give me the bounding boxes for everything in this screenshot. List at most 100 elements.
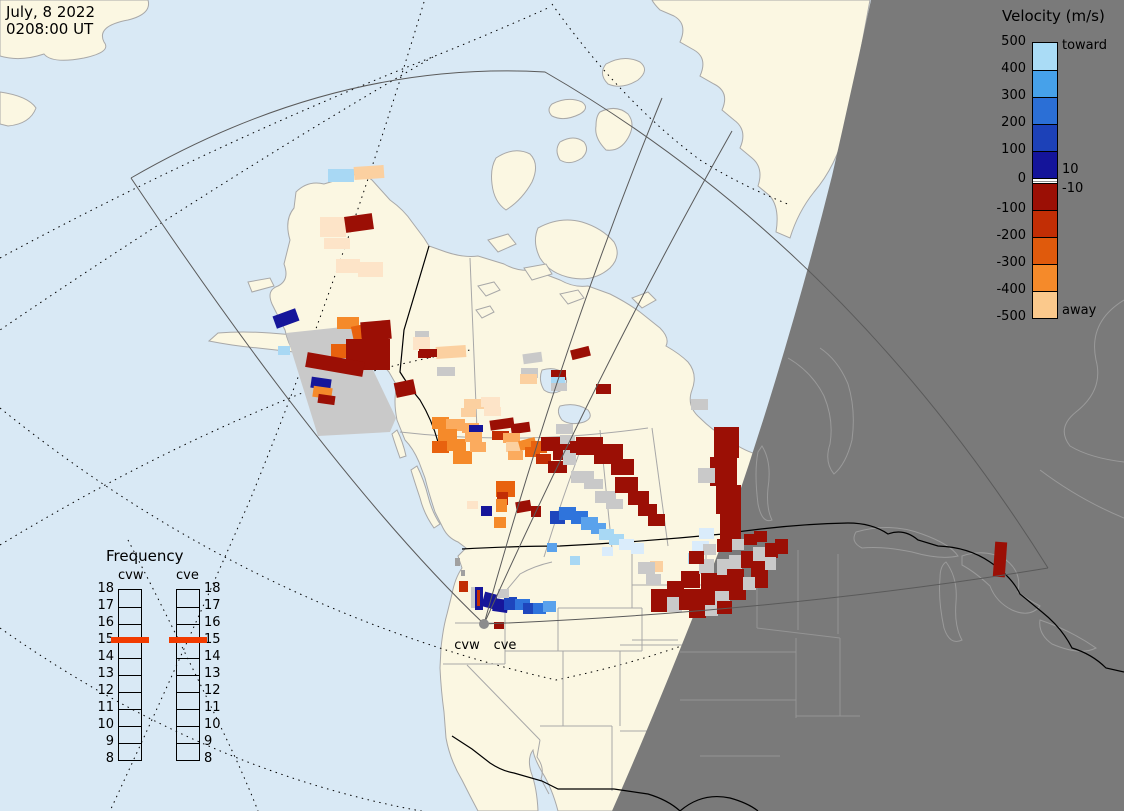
urban-marks	[455, 558, 465, 576]
velocity-cell	[667, 597, 682, 612]
velocity-cell	[699, 528, 714, 539]
velocity-cell	[703, 544, 716, 555]
frequency-bar-segment	[177, 675, 199, 692]
velocity-cell	[551, 377, 565, 386]
velocity-tick-label: -500	[996, 309, 1026, 324]
velocity-colorbar-segment	[1033, 97, 1057, 124]
frequency-column-label-cve: cve	[176, 568, 199, 583]
velocity-cell	[435, 344, 467, 360]
fov-left-edge	[130, 177, 485, 625]
frequency-bar-segment	[119, 692, 141, 709]
velocity-cell	[533, 603, 546, 614]
velocity-cell	[648, 514, 665, 526]
velocity-cell	[681, 571, 700, 588]
velocity-cell	[469, 425, 483, 432]
frequency-column-label-cvw: cvw	[118, 568, 144, 583]
velocity-cell	[731, 539, 744, 550]
toward-label: toward	[1062, 38, 1108, 53]
velocity-cell	[547, 543, 557, 552]
velocity-cell	[470, 442, 486, 452]
velocity-cell	[508, 451, 523, 460]
island-small-1	[487, 233, 517, 253]
velocity-tick-label: -200	[996, 228, 1026, 243]
velocity-cell	[536, 454, 551, 464]
velocity-cell	[504, 597, 517, 610]
frequency-bar-segment	[177, 692, 199, 709]
velocity-cell	[467, 501, 478, 509]
velocity-cell	[353, 164, 385, 181]
threshold-plus10-label: 10	[1062, 162, 1079, 177]
velocity-tick-label: 500	[1001, 34, 1026, 49]
velocity-cell	[992, 541, 1008, 578]
frequency-marker-cve	[169, 637, 207, 643]
frequency-bar-segment	[177, 658, 199, 675]
velocity-cell	[744, 534, 757, 545]
radar-label-cvw: cvw	[454, 638, 480, 653]
velocity-cell	[510, 421, 531, 435]
away-label: away	[1062, 303, 1097, 318]
velocity-colorbar	[1032, 42, 1058, 319]
velocity-tick-label: -100	[996, 201, 1026, 216]
velocity-colorbar-segment	[1033, 183, 1057, 210]
frequency-tick-label: 8	[204, 751, 213, 766]
velocity-cell	[651, 589, 670, 612]
frequency-tick-label: 14	[97, 649, 114, 664]
velocity-cell	[393, 379, 417, 398]
frequency-bar-segment	[177, 641, 199, 658]
velocity-cell	[689, 551, 704, 564]
frequency-bar-segment	[177, 607, 199, 624]
island-st-lawrence	[247, 277, 275, 293]
frequency-tick-label: 11	[204, 700, 221, 715]
night-shadow	[612, 0, 1124, 811]
velocity-cell	[453, 451, 472, 464]
island-haida-gwaii	[391, 429, 407, 459]
velocity-cell	[729, 555, 742, 570]
velocity-cell	[465, 432, 482, 442]
velocity-tick-label: 200	[1001, 115, 1026, 130]
velocity-cell	[324, 238, 350, 249]
landmass-chukotka-south	[0, 91, 37, 127]
velocity-cell	[447, 439, 466, 451]
velocity-cell	[765, 543, 778, 558]
velocity-cell	[523, 603, 536, 614]
velocity-cell	[336, 259, 360, 273]
velocity-cell	[720, 513, 741, 540]
frequency-tick-label: 18	[204, 581, 221, 596]
frequency-tick-label: 13	[204, 666, 221, 681]
island-small-2	[523, 263, 553, 281]
date-text: July, 8 2022	[6, 3, 95, 21]
velocity-cell	[494, 517, 506, 528]
landmass-baffin	[651, 0, 871, 239]
velocity-cell	[317, 393, 336, 406]
velocity-tick-label: -300	[996, 255, 1026, 270]
island-small-6	[475, 305, 495, 319]
velocity-cell	[305, 352, 365, 377]
island-small-3	[477, 281, 501, 297]
velocity-cell	[638, 562, 655, 574]
velocity-cell	[691, 399, 708, 410]
velocity-tick-label: 400	[1001, 61, 1026, 76]
velocity-cell	[556, 424, 573, 434]
frequency-bar-segment	[119, 624, 141, 641]
velocity-cell	[438, 429, 457, 441]
velocity-cell	[331, 344, 349, 358]
velocity-tick-label: 100	[1001, 142, 1026, 157]
velocity-cell	[459, 581, 468, 592]
frequency-tick-label: 12	[204, 683, 221, 698]
velocity-cell	[492, 431, 509, 440]
velocity-cell	[494, 622, 504, 629]
frequency-bar-segment	[119, 743, 141, 760]
frequency-bar-cve	[176, 589, 200, 761]
frequency-bar-segment	[177, 726, 199, 743]
velocity-cells-layer	[272, 164, 1008, 629]
velocity-cell	[506, 442, 521, 452]
fov-mid-edge-west	[483, 97, 663, 625]
velocity-colorbar-segment	[1033, 210, 1057, 237]
island-melville	[548, 98, 586, 120]
velocity-cell	[570, 345, 591, 361]
island-small-4	[559, 289, 585, 305]
velocity-cell	[599, 529, 614, 540]
velocity-cell	[360, 319, 392, 342]
frequency-bar-segment	[177, 743, 199, 760]
velocity-cell	[754, 531, 767, 542]
